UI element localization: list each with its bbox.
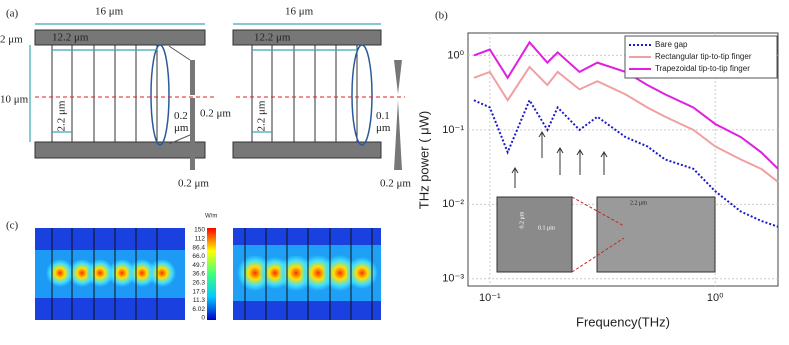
legend-label: Bare gap — [655, 40, 688, 49]
colorbar-label: 36.6 — [192, 271, 205, 278]
dimension-label: 0.2 μm — [380, 178, 411, 190]
colorbar-label: 86.4 — [192, 244, 205, 251]
highlight — [351, 44, 373, 146]
colorbar-label: 49.7 — [192, 262, 205, 269]
arrow — [538, 131, 546, 158]
dimension-label: 10 μm — [0, 94, 29, 106]
y-axis-label: THz power ( μW) — [416, 111, 431, 210]
y-tick-label: 10⁻³ — [442, 273, 464, 285]
dimension-label: 12.2 μm — [254, 32, 291, 44]
dimension-label: 2 μm — [0, 34, 23, 46]
panel-label: (a) — [6, 8, 19, 20]
pad — [34, 29, 206, 46]
colorbar-label: 11.3 — [193, 297, 206, 304]
dimension-label: 0.2 μm — [200, 108, 231, 120]
leader — [168, 45, 191, 61]
inset-leader — [571, 237, 625, 273]
arrow — [556, 147, 564, 175]
legend-label: Rectangular tip-to-tip finger — [655, 52, 752, 61]
y-tick-label: 10⁻² — [442, 198, 464, 210]
dimension-label: 0.1 μm — [376, 110, 391, 134]
colorbar-label: 112 — [195, 236, 206, 243]
leader — [168, 134, 191, 145]
x-tick-label: 10⁻¹ — [479, 292, 501, 304]
dimension-label: 0.2 μm — [174, 110, 189, 134]
dimension-label: 2.2 μm — [256, 100, 268, 131]
arrow — [576, 149, 584, 175]
panel-label: (b) — [435, 10, 448, 22]
inset-label: 2.2 μm — [630, 200, 647, 206]
dimension-label: 2.2 μm — [56, 100, 68, 131]
pad — [232, 29, 382, 46]
dimension-label: 16 μm — [285, 6, 314, 18]
tip — [394, 100, 402, 170]
series-line — [473, 65, 779, 183]
highlight — [150, 44, 170, 146]
panel-b: (b) Frequency(THz) THz power ( μW) 10⁻³ 1… — [416, 10, 779, 329]
series-line — [473, 98, 779, 228]
colorbar-label: 26.3 — [192, 280, 205, 287]
dimension-label: 0.2 μm — [178, 178, 209, 190]
inset-label: 0.2 μm — [519, 211, 525, 228]
colorbar — [207, 228, 216, 320]
panel-label: (c) — [6, 220, 19, 232]
dimension-label: 16 μm — [95, 6, 124, 18]
x-tick-label: 10⁰ — [707, 292, 724, 304]
fingers — [51, 45, 158, 142]
y-tick-label: 10⁰ — [447, 49, 464, 61]
legend-label: Trapezoidal tip-to-tip finger — [655, 64, 750, 73]
colorbar-unit: W/m — [205, 214, 217, 220]
inset — [596, 196, 716, 273]
finger-overlay — [51, 228, 373, 320]
fingers — [251, 45, 358, 142]
colorbar-label: 150 — [194, 227, 205, 234]
colorbar-label: 17.9 — [192, 288, 205, 295]
pad — [232, 141, 382, 159]
inset-label: 0.1 μm — [538, 225, 555, 231]
pad — [34, 141, 206, 159]
colorbar-label: 66.0 — [192, 253, 205, 260]
colorbar-label: 0 — [201, 315, 205, 322]
arrow — [600, 151, 608, 175]
dimension-label: 12.2 μm — [52, 32, 89, 44]
colorbar-label: 6.02 — [192, 306, 205, 313]
panel-a: (a) 16 μm 2 μm 12.2 μm 10 μm 2.2 μm 0.2 μ… — [0, 6, 411, 190]
inset — [496, 196, 573, 273]
tip — [190, 60, 195, 95]
x-axis-label: Frequency(THz) — [576, 314, 670, 329]
tip — [394, 60, 402, 94]
y-tick-label: 10⁻¹ — [442, 124, 464, 136]
tip — [190, 98, 195, 170]
series-line — [473, 40, 779, 170]
arrow — [511, 167, 519, 188]
